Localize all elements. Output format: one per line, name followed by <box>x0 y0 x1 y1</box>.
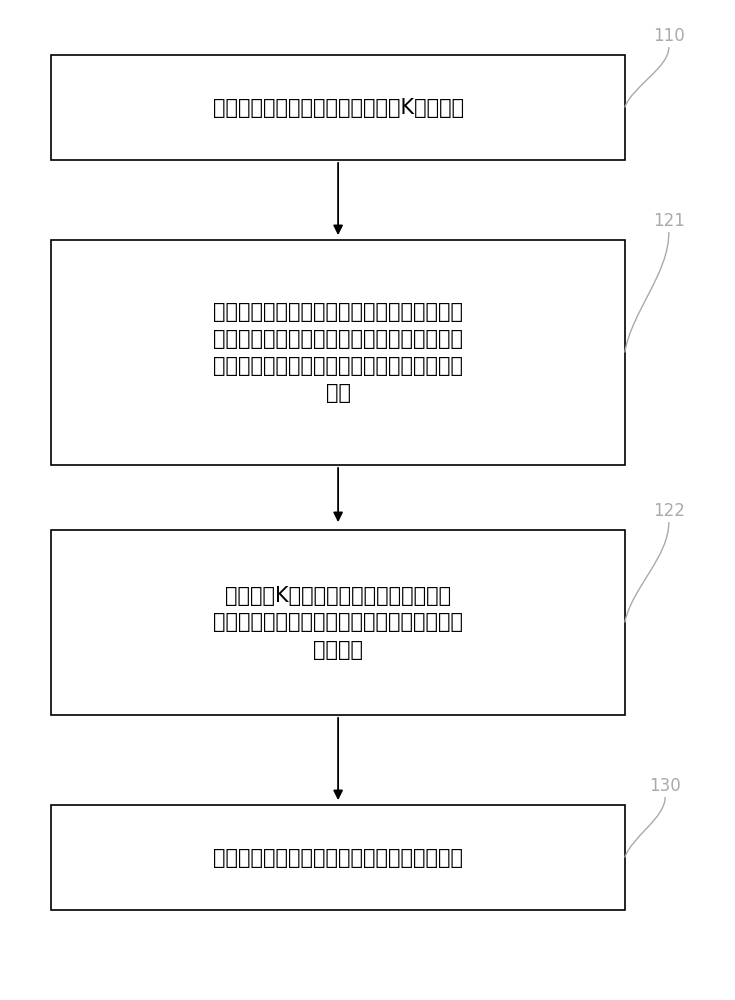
Text: 基于去噪后的弥散张量矩阵，获得弥散参数图: 基于去噪后的弥散张量矩阵，获得弥散参数图 <box>213 848 463 867</box>
Text: 获取磁共振弥散加权图像所对应的K空间数据: 获取磁共振弥散加权图像所对应的K空间数据 <box>212 98 464 117</box>
Bar <box>51 240 625 465</box>
Bar <box>51 805 625 910</box>
Text: 基于磁共振弥散加权成像模型和采样噪声的高: 基于磁共振弥散加权成像模型和采样噪声的高 <box>213 302 463 322</box>
Text: 斯分布性质，利用弥散张量特征值的稀疏性，: 斯分布性质，利用弥散张量特征值的稀疏性， <box>213 329 463 349</box>
Text: 张量矩阵: 张量矩阵 <box>313 640 363 660</box>
Text: 模型: 模型 <box>326 383 351 403</box>
Text: 采用最大后验概率估计的方法，构建去噪函数: 采用最大后验概率估计的方法，构建去噪函数 <box>213 356 463 376</box>
Text: 利用上述K空间数据，求解去噪函数模型: 利用上述K空间数据，求解去噪函数模型 <box>225 586 451 606</box>
Text: 130: 130 <box>649 777 681 795</box>
Text: 122: 122 <box>653 502 685 520</box>
Text: 121: 121 <box>653 212 685 230</box>
Text: ，获得每一个空间位置所对应的去噪后的弥散: ，获得每一个空间位置所对应的去噪后的弥散 <box>213 612 463 633</box>
Text: 110: 110 <box>653 27 685 45</box>
Bar <box>51 530 625 715</box>
Bar <box>51 55 625 160</box>
